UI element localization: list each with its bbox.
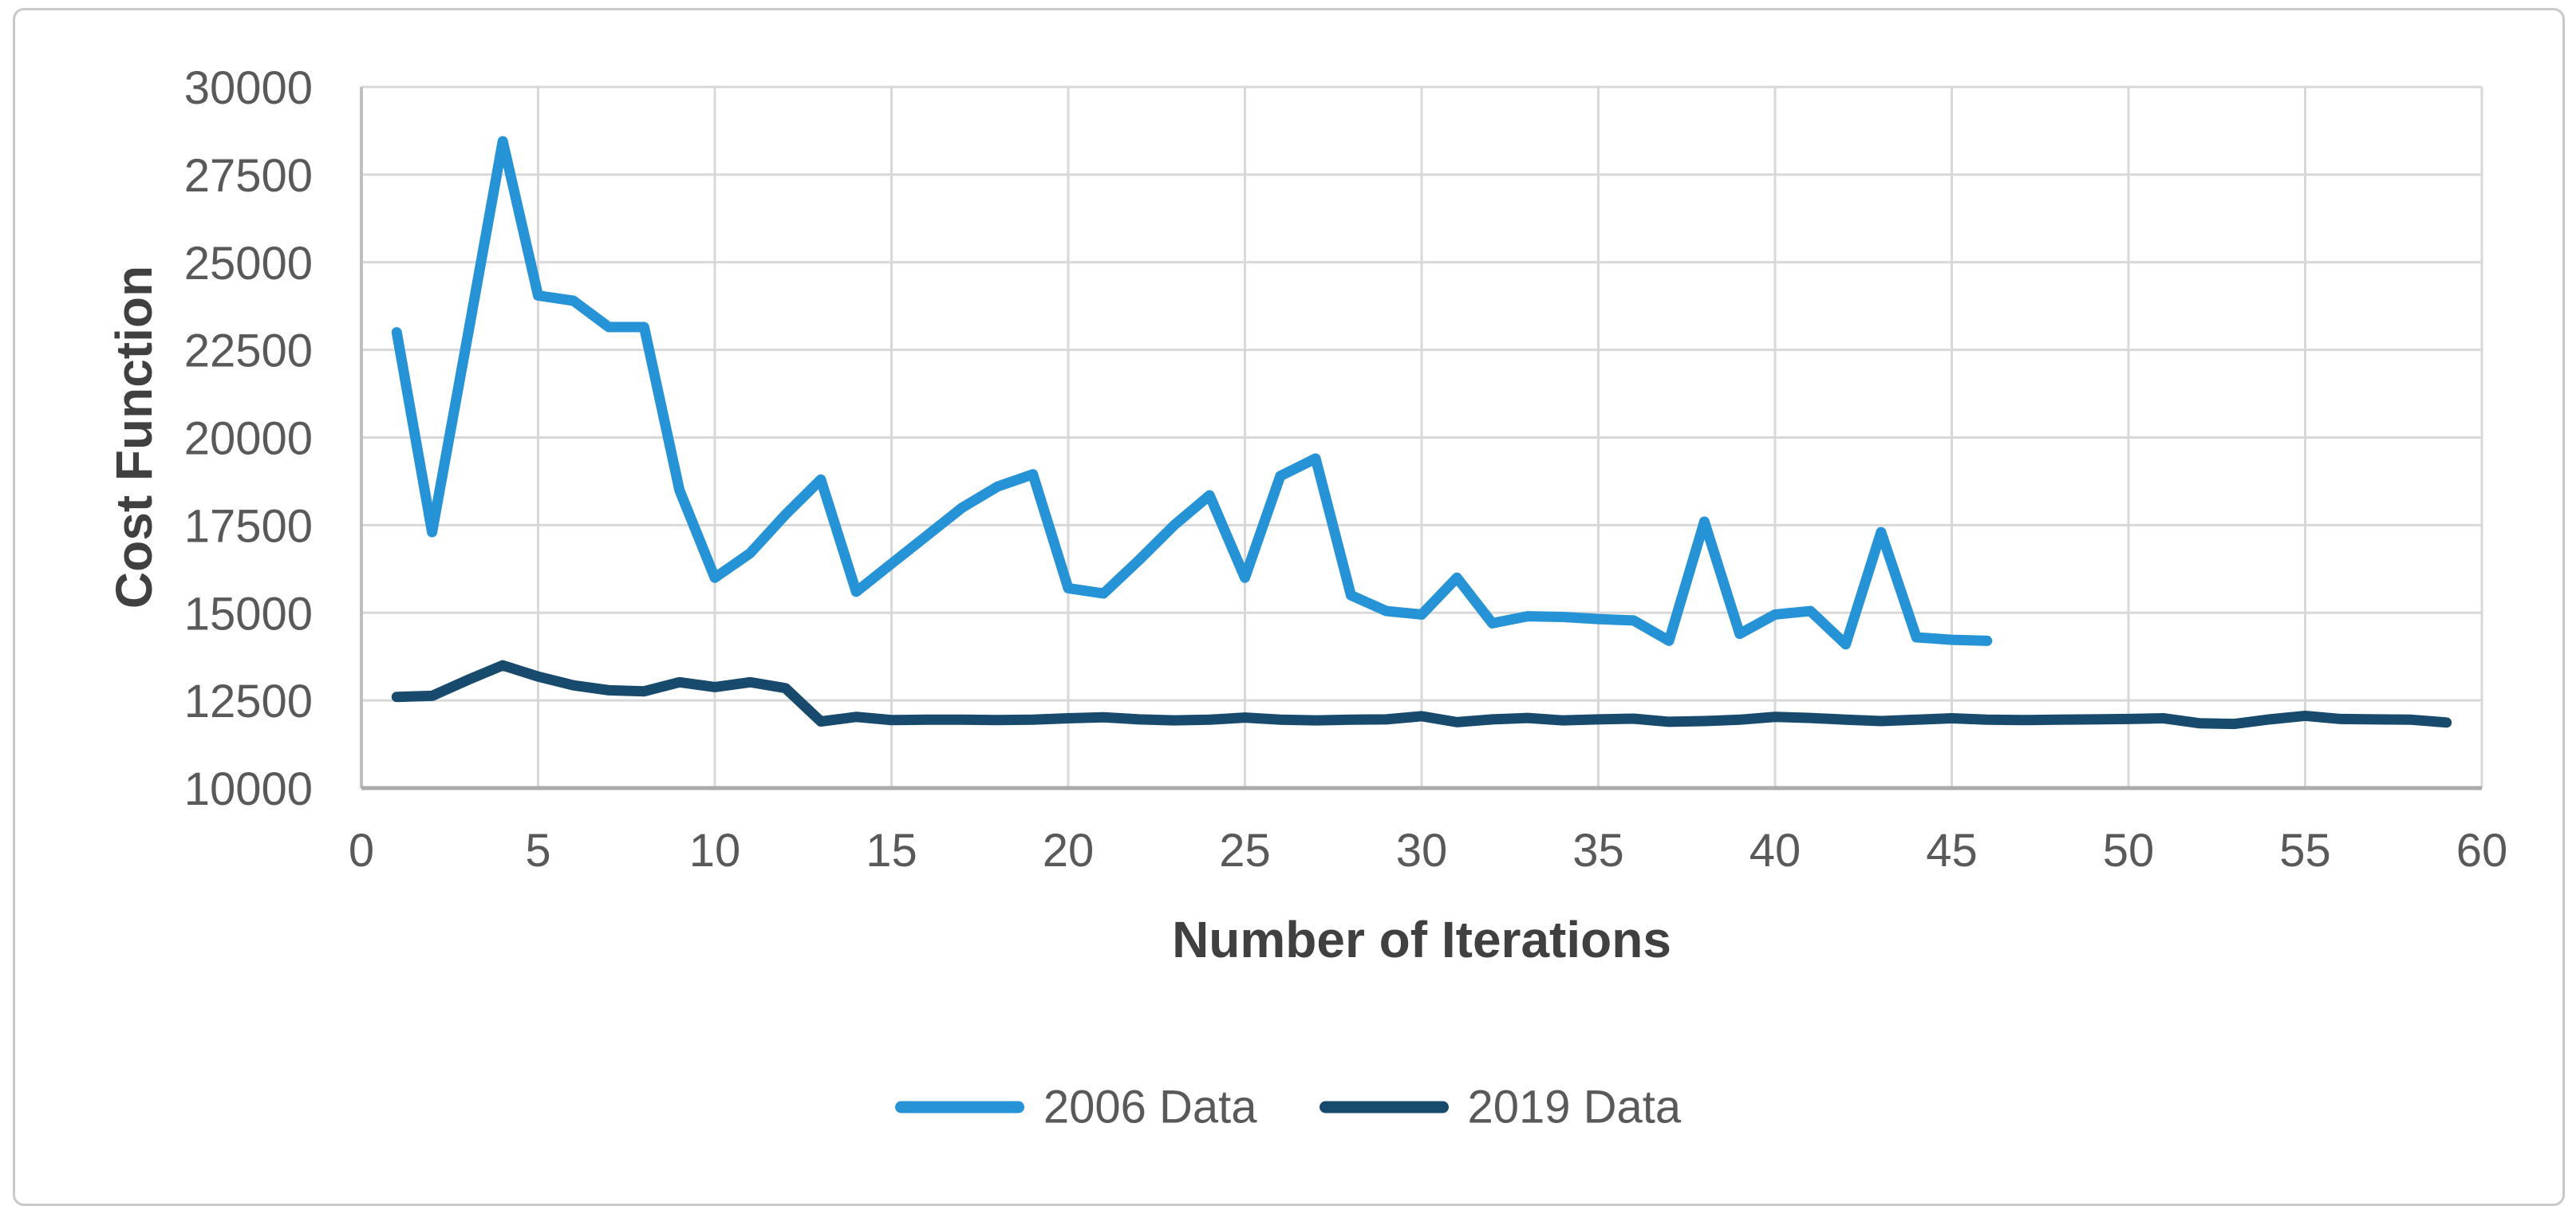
x-tick-label: 15 [866, 825, 917, 877]
y-tick-label: 22500 [184, 325, 313, 377]
x-tick-label: 25 [1219, 825, 1271, 877]
y-tick-label: 15000 [184, 588, 313, 640]
y-tick-label: 30000 [184, 62, 313, 114]
x-tick-label: 10 [689, 825, 741, 877]
legend-item-2006: 2006 Data [894, 1081, 1257, 1134]
x-tick-label: 50 [2103, 825, 2155, 877]
y-tick-label: 25000 [184, 238, 313, 290]
x-tick-label: 55 [2279, 825, 2331, 877]
y-tick-label: 10000 [184, 763, 313, 815]
legend-item-2019: 2019 Data [1319, 1081, 1682, 1134]
y-tick-label: 27500 [184, 150, 313, 202]
y-axis-title: Cost Function [105, 265, 163, 609]
x-axis-title: Number of Iterations [1172, 911, 1671, 968]
x-tick-label: 45 [1926, 825, 1978, 877]
legend-label-2006: 2006 Data [1043, 1081, 1257, 1133]
y-tick-label: 12500 [184, 676, 313, 727]
series-line-2019-data [391, 660, 2452, 730]
legend-swatch-2019-line-icon [1319, 1101, 1449, 1113]
x-tick-label: 35 [1572, 825, 1624, 877]
x-tick-label: 60 [2456, 825, 2508, 877]
x-tick-label: 5 [525, 825, 550, 877]
legend-swatch-2006-line-icon [894, 1101, 1024, 1113]
x-tick-label: 20 [1043, 825, 1095, 877]
y-tick-label: 17500 [184, 500, 313, 552]
x-tick-label: 0 [349, 825, 374, 877]
legend-label-2019: 2019 Data [1467, 1081, 1682, 1133]
legend: 2006 Data 2019 Data [0, 1081, 2576, 1134]
x-tick-label: 30 [1396, 825, 1448, 877]
series-line-2006-data [391, 136, 1993, 650]
y-tick-label: 20000 [184, 413, 313, 465]
x-tick-label: 40 [1750, 825, 1801, 877]
